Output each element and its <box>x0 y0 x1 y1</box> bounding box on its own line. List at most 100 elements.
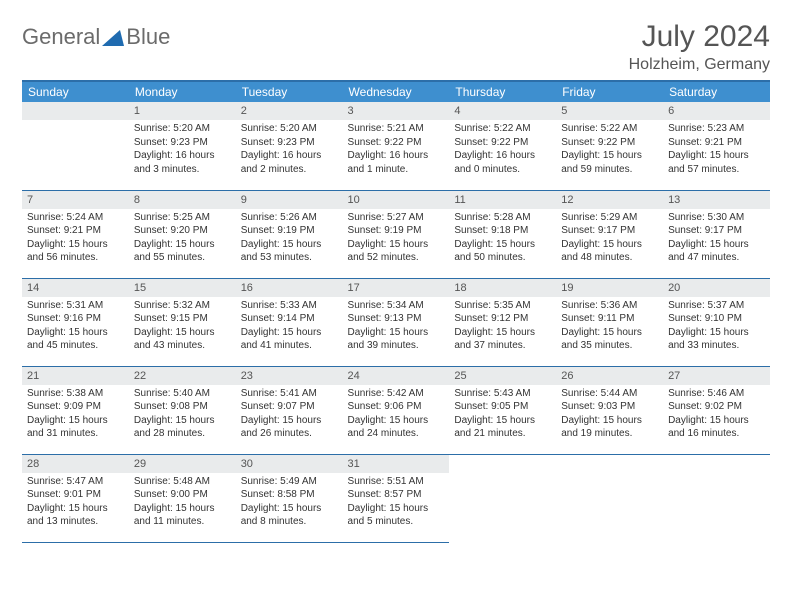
day-details: Sunrise: 5:36 AMSunset: 9:11 PMDaylight:… <box>556 297 663 357</box>
brand-triangle-icon <box>102 28 124 46</box>
day-details: Sunrise: 5:20 AMSunset: 9:23 PMDaylight:… <box>129 120 236 180</box>
calendar-week: 14Sunrise: 5:31 AMSunset: 9:16 PMDayligh… <box>22 278 770 366</box>
calendar-cell: 21Sunrise: 5:38 AMSunset: 9:09 PMDayligh… <box>22 366 129 454</box>
weekday-header: Monday <box>129 81 236 102</box>
brand-part1: General <box>22 24 100 49</box>
day-details: Sunrise: 5:31 AMSunset: 9:16 PMDaylight:… <box>22 297 129 357</box>
day-details: Sunrise: 5:40 AMSunset: 9:08 PMDaylight:… <box>129 385 236 445</box>
calendar-table: SundayMondayTuesdayWednesdayThursdayFrid… <box>22 80 770 543</box>
calendar-week: 7Sunrise: 5:24 AMSunset: 9:21 PMDaylight… <box>22 190 770 278</box>
day-details: Sunrise: 5:38 AMSunset: 9:09 PMDaylight:… <box>22 385 129 445</box>
brand-logo: General Blue <box>22 24 170 50</box>
weekday-header: Friday <box>556 81 663 102</box>
calendar-cell: 13Sunrise: 5:30 AMSunset: 9:17 PMDayligh… <box>663 190 770 278</box>
day-details: Sunrise: 5:30 AMSunset: 9:17 PMDaylight:… <box>663 209 770 269</box>
calendar-cell: 11Sunrise: 5:28 AMSunset: 9:18 PMDayligh… <box>449 190 556 278</box>
day-number: 27 <box>663 367 770 385</box>
day-number: 16 <box>236 279 343 297</box>
calendar-cell: 25Sunrise: 5:43 AMSunset: 9:05 PMDayligh… <box>449 366 556 454</box>
calendar-cell: 10Sunrise: 5:27 AMSunset: 9:19 PMDayligh… <box>343 190 450 278</box>
calendar-cell: 29Sunrise: 5:48 AMSunset: 9:00 PMDayligh… <box>129 454 236 542</box>
day-number: 31 <box>343 455 450 473</box>
calendar-cell: 15Sunrise: 5:32 AMSunset: 9:15 PMDayligh… <box>129 278 236 366</box>
day-number: 2 <box>236 102 343 120</box>
calendar-cell <box>22 102 129 190</box>
day-details: Sunrise: 5:47 AMSunset: 9:01 PMDaylight:… <box>22 473 129 533</box>
calendar-cell: 17Sunrise: 5:34 AMSunset: 9:13 PMDayligh… <box>343 278 450 366</box>
day-number: 11 <box>449 191 556 209</box>
calendar-cell: 5Sunrise: 5:22 AMSunset: 9:22 PMDaylight… <box>556 102 663 190</box>
day-number: 20 <box>663 279 770 297</box>
day-details: Sunrise: 5:51 AMSunset: 8:57 PMDaylight:… <box>343 473 450 533</box>
brand-part2: Blue <box>126 24 170 50</box>
day-details: Sunrise: 5:32 AMSunset: 9:15 PMDaylight:… <box>129 297 236 357</box>
day-details: Sunrise: 5:23 AMSunset: 9:21 PMDaylight:… <box>663 120 770 180</box>
day-details: Sunrise: 5:22 AMSunset: 9:22 PMDaylight:… <box>449 120 556 180</box>
day-number: 18 <box>449 279 556 297</box>
calendar-cell: 8Sunrise: 5:25 AMSunset: 9:20 PMDaylight… <box>129 190 236 278</box>
day-details: Sunrise: 5:21 AMSunset: 9:22 PMDaylight:… <box>343 120 450 180</box>
day-number: 6 <box>663 102 770 120</box>
calendar-cell: 24Sunrise: 5:42 AMSunset: 9:06 PMDayligh… <box>343 366 450 454</box>
month-title: July 2024 <box>629 20 770 54</box>
calendar-cell: 30Sunrise: 5:49 AMSunset: 8:58 PMDayligh… <box>236 454 343 542</box>
day-details: Sunrise: 5:24 AMSunset: 9:21 PMDaylight:… <box>22 209 129 269</box>
day-number: 5 <box>556 102 663 120</box>
day-number: 23 <box>236 367 343 385</box>
weekday-header: Saturday <box>663 81 770 102</box>
day-details: Sunrise: 5:46 AMSunset: 9:02 PMDaylight:… <box>663 385 770 445</box>
calendar-cell: 3Sunrise: 5:21 AMSunset: 9:22 PMDaylight… <box>343 102 450 190</box>
calendar-cell: 12Sunrise: 5:29 AMSunset: 9:17 PMDayligh… <box>556 190 663 278</box>
day-number: 7 <box>22 191 129 209</box>
day-details: Sunrise: 5:29 AMSunset: 9:17 PMDaylight:… <box>556 209 663 269</box>
day-details: Sunrise: 5:37 AMSunset: 9:10 PMDaylight:… <box>663 297 770 357</box>
calendar-body: 1Sunrise: 5:20 AMSunset: 9:23 PMDaylight… <box>22 102 770 542</box>
day-details: Sunrise: 5:44 AMSunset: 9:03 PMDaylight:… <box>556 385 663 445</box>
calendar-page: General Blue July 2024 Holzheim, Germany… <box>0 0 792 563</box>
day-details: Sunrise: 5:42 AMSunset: 9:06 PMDaylight:… <box>343 385 450 445</box>
day-number: 17 <box>343 279 450 297</box>
day-number: 12 <box>556 191 663 209</box>
calendar-cell: 18Sunrise: 5:35 AMSunset: 9:12 PMDayligh… <box>449 278 556 366</box>
title-block: July 2024 Holzheim, Germany <box>629 20 770 74</box>
day-number: 9 <box>236 191 343 209</box>
calendar-week: 21Sunrise: 5:38 AMSunset: 9:09 PMDayligh… <box>22 366 770 454</box>
day-details: Sunrise: 5:26 AMSunset: 9:19 PMDaylight:… <box>236 209 343 269</box>
day-details: Sunrise: 5:22 AMSunset: 9:22 PMDaylight:… <box>556 120 663 180</box>
day-details: Sunrise: 5:43 AMSunset: 9:05 PMDaylight:… <box>449 385 556 445</box>
location: Holzheim, Germany <box>629 56 770 74</box>
day-details: Sunrise: 5:27 AMSunset: 9:19 PMDaylight:… <box>343 209 450 269</box>
calendar-cell <box>556 454 663 542</box>
calendar-cell: 2Sunrise: 5:20 AMSunset: 9:23 PMDaylight… <box>236 102 343 190</box>
calendar-cell: 19Sunrise: 5:36 AMSunset: 9:11 PMDayligh… <box>556 278 663 366</box>
day-details: Sunrise: 5:35 AMSunset: 9:12 PMDaylight:… <box>449 297 556 357</box>
calendar-cell: 23Sunrise: 5:41 AMSunset: 9:07 PMDayligh… <box>236 366 343 454</box>
weekday-header: Wednesday <box>343 81 450 102</box>
day-number: 25 <box>449 367 556 385</box>
weekday-header: Thursday <box>449 81 556 102</box>
day-number: 4 <box>449 102 556 120</box>
day-number: 24 <box>343 367 450 385</box>
day-details: Sunrise: 5:34 AMSunset: 9:13 PMDaylight:… <box>343 297 450 357</box>
calendar-cell: 20Sunrise: 5:37 AMSunset: 9:10 PMDayligh… <box>663 278 770 366</box>
day-number: 19 <box>556 279 663 297</box>
day-number: 26 <box>556 367 663 385</box>
day-details: Sunrise: 5:28 AMSunset: 9:18 PMDaylight:… <box>449 209 556 269</box>
calendar-cell: 22Sunrise: 5:40 AMSunset: 9:08 PMDayligh… <box>129 366 236 454</box>
day-details: Sunrise: 5:20 AMSunset: 9:23 PMDaylight:… <box>236 120 343 180</box>
calendar-cell: 14Sunrise: 5:31 AMSunset: 9:16 PMDayligh… <box>22 278 129 366</box>
weekday-row: SundayMondayTuesdayWednesdayThursdayFrid… <box>22 81 770 102</box>
day-number: 14 <box>22 279 129 297</box>
calendar-cell: 28Sunrise: 5:47 AMSunset: 9:01 PMDayligh… <box>22 454 129 542</box>
day-details: Sunrise: 5:33 AMSunset: 9:14 PMDaylight:… <box>236 297 343 357</box>
day-number: 3 <box>343 102 450 120</box>
day-number: 10 <box>343 191 450 209</box>
day-number: 13 <box>663 191 770 209</box>
calendar-cell: 6Sunrise: 5:23 AMSunset: 9:21 PMDaylight… <box>663 102 770 190</box>
day-details: Sunrise: 5:25 AMSunset: 9:20 PMDaylight:… <box>129 209 236 269</box>
day-details: Sunrise: 5:41 AMSunset: 9:07 PMDaylight:… <box>236 385 343 445</box>
weekday-header: Tuesday <box>236 81 343 102</box>
calendar-cell: 7Sunrise: 5:24 AMSunset: 9:21 PMDaylight… <box>22 190 129 278</box>
day-number <box>22 102 129 120</box>
day-details: Sunrise: 5:48 AMSunset: 9:00 PMDaylight:… <box>129 473 236 533</box>
